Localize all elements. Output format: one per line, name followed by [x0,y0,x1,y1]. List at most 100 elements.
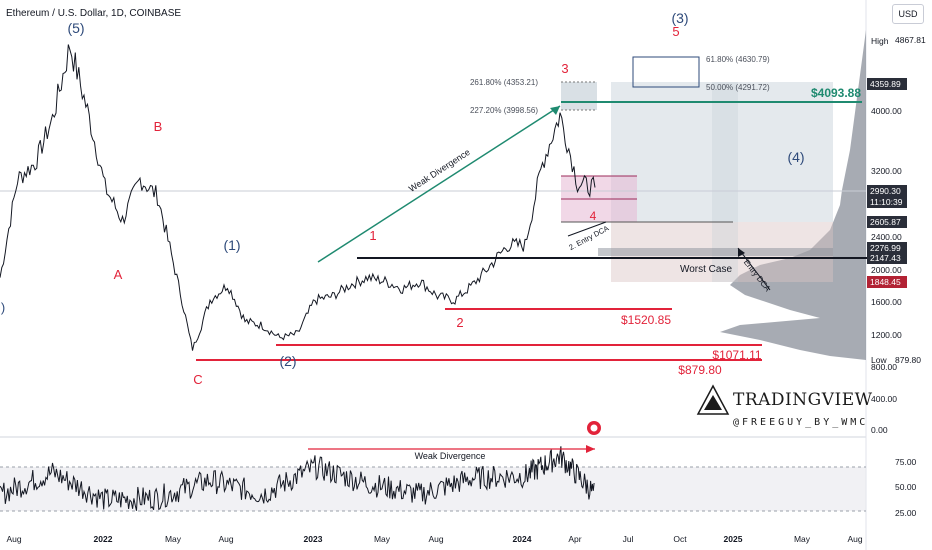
price-badge: 11:10:39 [867,196,907,208]
wave-2: (2) [279,353,296,369]
price-tick-label: 2000.00 [871,265,902,275]
price-badge-label: 11:10:39 [870,197,903,207]
rsi-tick-label: 75.00 [895,457,917,467]
rsi-series-line [0,446,595,511]
level-1071-label: $1071.11 [712,348,761,362]
rsi-tick-label: 25.00 [895,508,917,518]
price-badge: 2990.30 [867,185,907,197]
high-label: High [871,36,889,46]
rsi-band [0,467,866,511]
entry-dca-arrow [737,247,771,291]
price-badge-label: 1848.45 [870,277,901,287]
price-tick-label: 800.00 [871,362,897,372]
time-tick-label: Oct [673,534,687,544]
price-badge: 4867.81 [895,35,926,45]
fib-box-extension [632,56,700,88]
weak-divergence-arrowhead [550,106,560,115]
wave-paren-left: ) [1,300,5,315]
time-tick-label: Apr [568,534,581,544]
currency-button[interactable]: USD [892,4,924,24]
watermark-title: TRADINGVIEW [733,390,873,410]
price-badge-background [867,185,907,197]
wave-b: B [154,119,163,134]
price-badge-label: 2276.99 [870,243,901,253]
price-tick-label: 1200.00 [871,330,902,340]
price-badge: 879.80 [895,355,921,365]
rsi-divergence-arrowhead [586,445,595,453]
entry-dca-arrowhead [738,248,745,257]
price-tick-label: 400.00 [871,394,897,404]
price-badge-background [867,276,907,288]
time-tick-label: 2023 [304,534,323,544]
wave-1: (1) [223,237,240,253]
time-tick-label: May [165,534,182,544]
price-tick-label: 3200.00 [871,166,902,176]
price-badge-label: 2990.30 [870,186,901,196]
entry-dca-2-arrow [567,221,607,237]
subwave-2: 2 [456,315,463,330]
price-badge-background [867,252,907,264]
time-tick-label: Aug [428,534,443,544]
time-axis: Aug 2022 May Aug 2023 May Aug 2024 Apr Jul Oct 2025… [6,534,862,544]
fib-227-label: 227.20% (3998.56) [470,106,538,115]
price-badge-label: 4359.89 [870,79,901,89]
subwave-5: 5 [672,24,679,39]
fib-box [561,82,597,110]
fib-50-label: 50.00% (4291.72) [706,83,770,92]
price-badge: 4359.89 [867,78,907,90]
price-badge-background [867,196,907,208]
alert-icon-center [590,424,598,432]
projection-zone [611,82,833,222]
watermark-logo-icon [696,384,730,415]
price-tick-label: 1600.00 [871,297,902,307]
wave-4: (4) [787,149,804,165]
rsi-divergence-label: Weak Divergence [415,451,486,461]
price-badge-label: 2605.87 [870,217,901,227]
fib-618-label: 61.80% (4630.79) [706,55,770,64]
price-badge: 2276.99 [867,242,907,254]
wave-c: C [193,372,202,387]
price-badge-background [867,78,907,90]
price-tick-label: 0.00 [871,425,888,435]
rsi-tick-label: 50.00 [895,482,917,492]
time-tick-label: 2024 [513,534,532,544]
wave-3: (3) [671,10,688,26]
price-badge-label: 2147.43 [870,253,901,263]
watermark-handle: @FREEGUY_BY_WMC [733,417,868,428]
symbol-title: Ethereum / U.S. Dollar, 1D, COINBASE [6,8,182,19]
level-1520-label: $1520.85 [621,313,671,327]
fib-261-label: 261.80% (4353.21) [470,78,538,87]
watermark-logo-inner-icon [704,395,722,410]
time-tick-label: Aug [847,534,862,544]
time-tick-label: 2022 [94,534,113,544]
watermark: TRADINGVIEW @FREEGUY_BY_WMC [696,384,873,428]
volume-profile [720,30,866,360]
time-tick-label: 2025 [724,534,743,544]
target-label: $4093.88 [811,86,861,100]
wave-5-top: (5) [67,20,84,36]
price-tick-label: 2400.00 [871,232,902,242]
subwave-4: 4 [590,209,597,223]
level-879-label: $879.80 [678,363,722,377]
price-badge: 2147.43 [867,252,907,264]
subwave-1: 1 [369,228,376,243]
price-badge-label: 879.80 [895,355,921,365]
price-badge: 1848.45 [867,276,907,288]
weak-divergence-arrow [317,105,561,263]
price-badge-background [867,216,907,228]
time-tick-label: Jul [623,534,634,544]
price-axis: 4000.00 3200.00 2400.00 2000.00 1600.00 1200.… [871,106,902,435]
price-badge-label: 4867.81 [895,35,926,45]
time-tick-label: May [794,534,811,544]
price-series-line [0,44,596,351]
low-label: Low [871,355,887,365]
weak-divergence-label: Weak Divergence [407,147,472,194]
time-tick-label: May [374,534,391,544]
wave-a: A [114,267,123,282]
time-tick-label: Aug [6,534,21,544]
price-badge-background [867,242,907,254]
subwave-3: 3 [561,61,568,76]
price-badge: 2605.87 [867,216,907,228]
